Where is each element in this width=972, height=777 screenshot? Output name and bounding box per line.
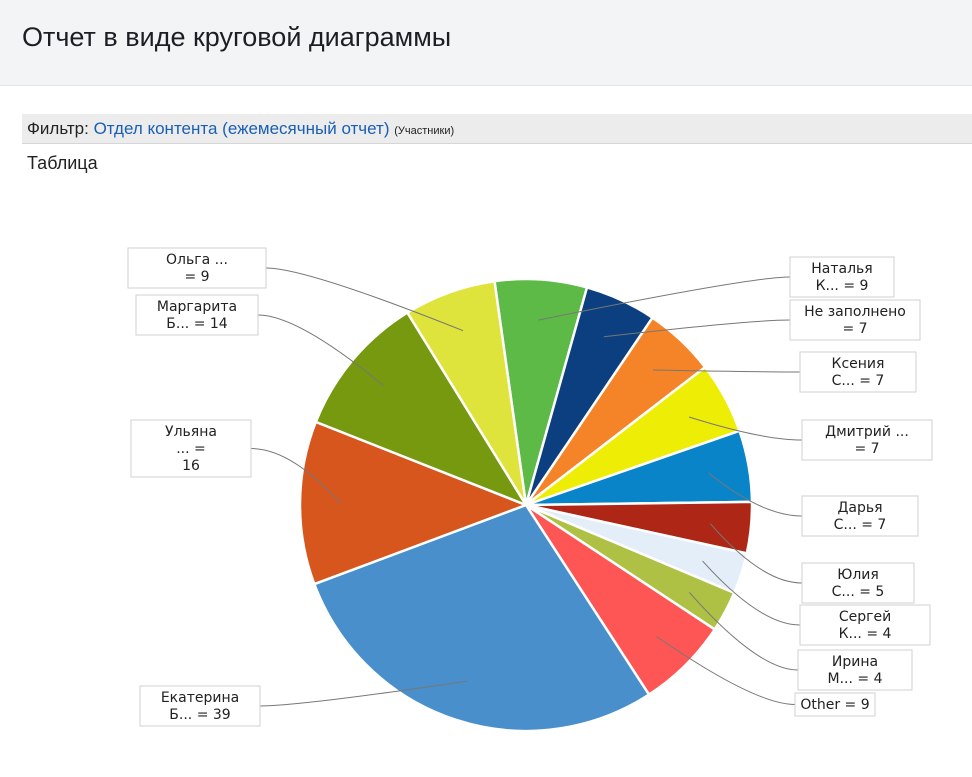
- leader-line: [689, 592, 799, 671]
- pie-slice[interactable]: [314, 310, 530, 508]
- slice-label: Ульяна... = 16: [165, 424, 217, 474]
- slice-label: Ирина М... = 4: [828, 654, 883, 687]
- filter-bar: Фильтр: Отдел контента (ежемесячный отче…: [22, 114, 972, 144]
- slice-label: Маргарита Б... = 14: [157, 299, 237, 332]
- slice-label-box: [789, 299, 921, 341]
- leader-line: [652, 369, 801, 373]
- leader-line: [265, 267, 464, 332]
- filter-note: (Участники): [394, 125, 455, 137]
- slice-label-box: [135, 294, 259, 336]
- page-header: Отчет в виде круговой диаграммы: [0, 0, 972, 86]
- slice-label-box: [801, 495, 919, 537]
- pie-slice[interactable]: [298, 420, 530, 586]
- slice-label-box: [130, 419, 252, 478]
- leader-line: [257, 314, 385, 387]
- view-label-table: Таблица: [27, 153, 98, 173]
- slice-label-box: [794, 692, 876, 717]
- leader-line: [656, 636, 796, 705]
- slice-label: Наталья К... = 9: [811, 261, 872, 294]
- slice-label-box: [799, 351, 917, 393]
- slice-label: Ксения С... = 7: [832, 356, 885, 389]
- pie-slice[interactable]: [312, 503, 651, 733]
- slice-label: Дарья С... = 7: [834, 500, 887, 533]
- leader-line: [688, 416, 803, 441]
- slice-label: Ольга ... = 9: [166, 252, 228, 285]
- slice-label: Юлия С... = 5: [832, 567, 885, 600]
- slice-label-box: [801, 562, 915, 604]
- slice-label-box: [797, 649, 913, 691]
- leader-line: [702, 560, 801, 626]
- page-title: Отчет в виде круговой диаграммы: [22, 22, 452, 52]
- slice-label-box: [139, 685, 261, 727]
- slice-label: Other = 9: [800, 697, 869, 713]
- slice-label: Не заполнено = 7: [804, 304, 906, 337]
- filter-label: Фильтр:: [27, 119, 89, 138]
- filter-link[interactable]: Отдел контента (ежемесячный отчет): [93, 119, 390, 138]
- slice-label-box: [799, 604, 931, 646]
- slice-label: Екатерина Б... = 39: [161, 690, 239, 723]
- slice-label: Дмитрий ... = 7: [825, 424, 909, 457]
- slice-label: Сергей К... = 4: [839, 609, 892, 642]
- leader-line: [250, 448, 342, 504]
- pie-slice[interactable]: [405, 279, 528, 506]
- leader-line: [259, 680, 468, 707]
- leader-line: [708, 472, 803, 517]
- leader-line: [710, 523, 803, 584]
- slice-label-box: [789, 256, 895, 298]
- leader-line: [603, 319, 791, 338]
- slice-label-box: [801, 419, 933, 461]
- slice-label-box: [127, 247, 267, 289]
- leader-line: [538, 276, 791, 321]
